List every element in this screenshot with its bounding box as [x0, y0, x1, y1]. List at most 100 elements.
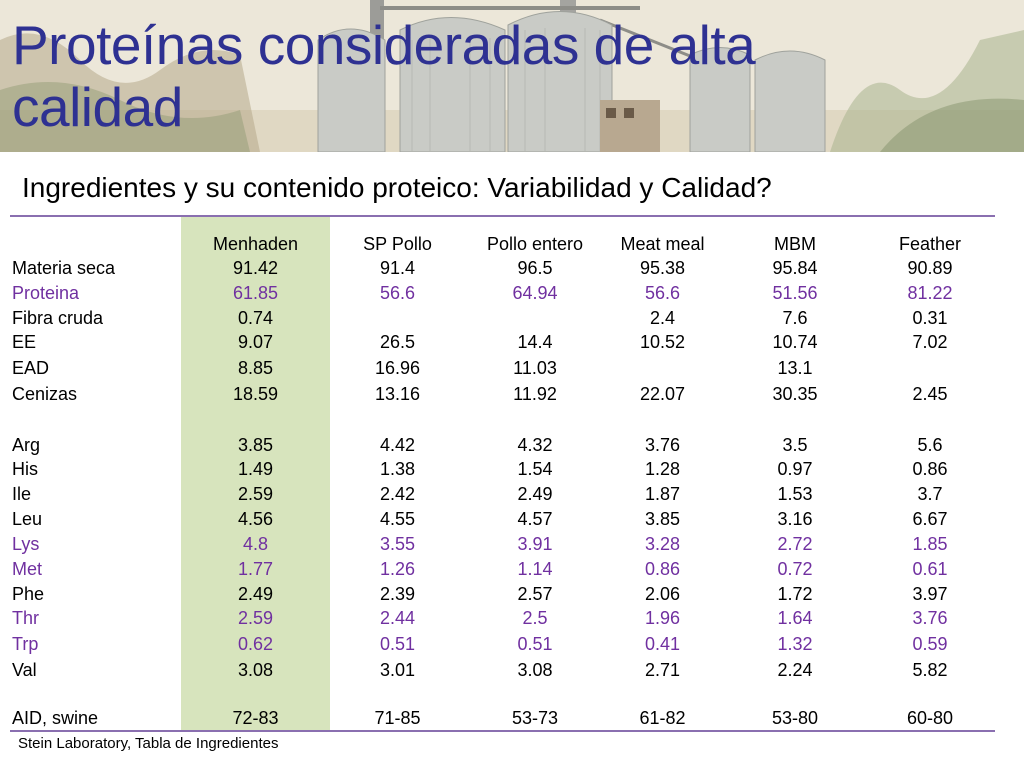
table-cell: 9.07 — [237, 332, 274, 352]
table-cell: 30.35 — [772, 384, 818, 404]
table-cell — [595, 356, 730, 380]
table-row: Leu 4.56 4.55 4.57 3.85 3.16 6.67 — [0, 507, 1024, 531]
row-label: Val — [12, 660, 37, 680]
table-cell: 0.59 — [912, 634, 948, 654]
table-cell: 3.76 — [644, 435, 681, 455]
table-cell — [330, 306, 465, 330]
table-row: Ile 2.59 2.42 2.49 1.87 1.53 3.7 — [0, 482, 1024, 506]
column-header-pollo-entero: Pollo entero — [486, 234, 584, 254]
table-cell: 2.45 — [912, 384, 948, 404]
row-label: Met — [12, 559, 43, 579]
table-cell: 3.5 — [782, 435, 808, 455]
table-cell: 1.87 — [644, 484, 681, 504]
table-cell: 16.96 — [374, 358, 421, 378]
table-cell: 0.61 — [912, 559, 948, 579]
row-label: Fibra cruda — [12, 308, 104, 328]
table-cell: 7.02 — [912, 332, 948, 352]
source-footer: Stein Laboratory, Tabla de Ingredientes — [18, 735, 279, 752]
table-cell: 0.86 — [644, 559, 681, 579]
table-cell: 3.76 — [912, 608, 948, 628]
table-cell: 0.51 — [379, 634, 416, 654]
table-row: Cenizas 18.59 13.16 11.92 22.07 30.35 2.45 — [0, 382, 1024, 406]
table-cell: 3.16 — [777, 509, 813, 529]
table-cell: 1.85 — [912, 534, 948, 554]
table-cell: 0.62 — [237, 634, 274, 654]
table-cell: 3.08 — [517, 660, 553, 680]
row-label: AID, swine — [12, 708, 99, 728]
table-cell: 2.57 — [517, 584, 553, 604]
table-cell: 2.49 — [517, 484, 553, 504]
table-cell: 61.85 — [232, 283, 279, 303]
silos-illustration — [0, 0, 1024, 152]
row-label: Cenizas — [12, 384, 78, 404]
table-cell: 1.28 — [644, 459, 681, 479]
table-cell: 6.67 — [912, 509, 948, 529]
table-cell: 1.64 — [777, 608, 813, 628]
table-cell — [465, 306, 605, 330]
table-row: Fibra cruda 0.74 2.4 7.6 0.31 — [0, 306, 1024, 330]
table-cell: 51.56 — [772, 283, 818, 303]
table-cell: 1.53 — [777, 484, 813, 504]
table-cell: 1.38 — [379, 459, 416, 479]
table-cell: 2.59 — [237, 484, 274, 504]
table-cell: 2.44 — [379, 608, 416, 628]
table-cell: 4.57 — [517, 509, 553, 529]
table-row: Materia seca 91.42 91.4 96.5 95.38 95.84 90.89 — [0, 256, 1024, 280]
table-row: EE 9.07 26.5 14.4 10.52 10.74 7.02 — [0, 330, 1024, 354]
table-cell: 91.42 — [232, 258, 279, 278]
table-cell: 2.72 — [777, 534, 813, 554]
row-label: Ile — [12, 484, 32, 504]
table-row: His 1.49 1.38 1.54 1.28 0.97 0.86 — [0, 457, 1024, 481]
table-cell: 7.6 — [782, 308, 808, 328]
table-cell: 1.72 — [777, 584, 813, 604]
page-title: Proteínas consideradas de alta calidad — [12, 14, 756, 138]
table-cell: 0.31 — [912, 308, 948, 328]
table-cell: 22.07 — [639, 384, 686, 404]
table-cell: 71-85 — [374, 708, 421, 728]
table-row: Lys 4.8 3.55 3.91 3.28 2.72 1.85 — [0, 532, 1024, 556]
row-label: His — [12, 459, 38, 479]
menhaden-column-highlight — [181, 217, 330, 730]
table-cell: 13.16 — [374, 384, 421, 404]
table-cell: 1.96 — [644, 608, 681, 628]
table-row: Val 3.08 3.01 3.08 2.71 2.24 5.82 — [0, 658, 1024, 682]
table-cell: 95.38 — [639, 258, 686, 278]
table-cell: 0.51 — [517, 634, 553, 654]
table-row: Phe 2.49 2.39 2.57 2.06 1.72 3.97 — [0, 582, 1024, 606]
row-label: EE — [12, 332, 37, 352]
table-row: Trp 0.62 0.51 0.51 0.41 1.32 0.59 — [0, 632, 1024, 656]
column-header-menhaden: Menhaden — [212, 234, 299, 254]
row-label: EAD — [12, 358, 50, 378]
table-cell: 53-80 — [771, 708, 819, 728]
table-cell: 4.56 — [237, 509, 274, 529]
table-row: Thr 2.59 2.44 2.5 1.96 1.64 3.76 — [0, 606, 1024, 630]
table-row: Met 1.77 1.26 1.14 0.86 0.72 0.61 — [0, 557, 1024, 581]
table-cell: 11.92 — [513, 384, 557, 404]
table-cell: 4.55 — [379, 509, 416, 529]
table-cell: 2.06 — [644, 584, 681, 604]
table-cell: 61-82 — [639, 708, 686, 728]
table-header-row: Menhaden SP Pollo Pollo entero Meat meal… — [0, 232, 1024, 256]
table-cell: 90.89 — [907, 258, 953, 278]
row-label: Trp — [12, 634, 39, 654]
row-label: Phe — [12, 584, 45, 604]
table-row: Arg 3.85 4.42 4.32 3.76 3.5 5.6 — [0, 433, 1024, 457]
table-cell: 53-73 — [511, 708, 559, 728]
table-cell: 1.32 — [777, 634, 813, 654]
table-cell: 10.74 — [772, 332, 818, 352]
table-cell: 96.5 — [517, 258, 553, 278]
table-cell: 8.85 — [237, 358, 274, 378]
table-cell: 2.59 — [237, 608, 274, 628]
table-cell: 13.1 — [777, 358, 813, 378]
table-cell: 4.8 — [242, 534, 269, 554]
table-cell: 2.49 — [237, 584, 274, 604]
row-label: Leu — [12, 509, 43, 529]
table-cell: 11.03 — [513, 358, 557, 378]
table-cell: 4.42 — [379, 435, 416, 455]
table-cell: 18.59 — [232, 384, 279, 404]
table-cell: 1.49 — [237, 459, 274, 479]
table-cell: 3.08 — [237, 660, 274, 680]
table-cell: 3.55 — [379, 534, 416, 554]
column-header-meat-meal: Meat meal — [620, 234, 705, 254]
